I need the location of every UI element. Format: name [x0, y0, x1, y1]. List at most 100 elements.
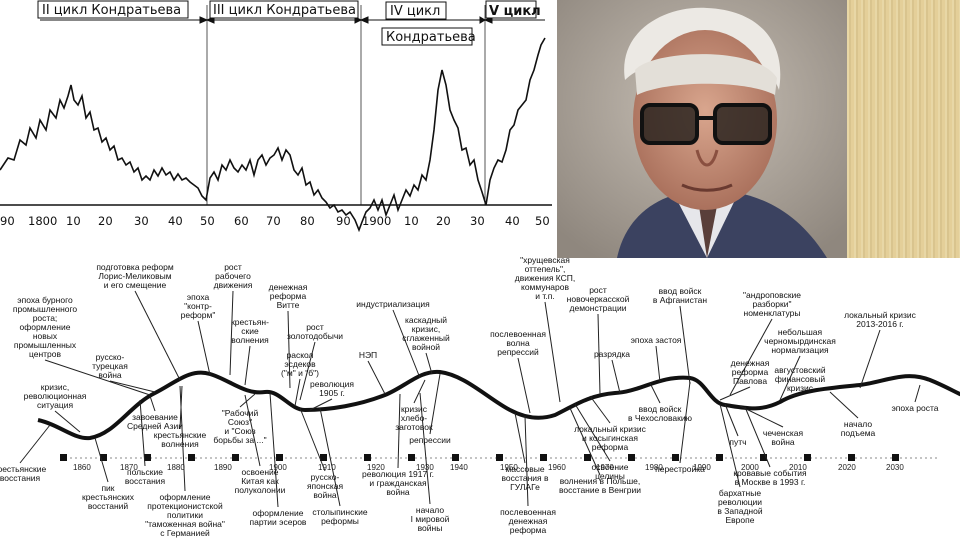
- event-arrow: [724, 403, 739, 437]
- event-label-line: каскадный: [405, 315, 447, 325]
- event-label-line: и т.п.: [535, 291, 554, 301]
- event-above-17: послевоенная волна репрессий: [490, 329, 546, 357]
- event-above-10: ввод войск в Афганистан: [653, 286, 707, 305]
- event-arrow: [19, 424, 51, 464]
- event-arrow: [649, 382, 661, 404]
- event-arrow: [611, 359, 621, 394]
- event-label-line: финансовый: [775, 374, 826, 384]
- event-label-line: польские: [127, 467, 163, 477]
- cycle-5-label: V цикл: [489, 4, 541, 19]
- event-above-16: каскадный кризис, сглаженный войной: [402, 315, 450, 352]
- event-label-line: Лорис-Меликовым: [98, 271, 171, 281]
- russian-history-cycles-diagram: 1860 1870 1880 1890 1900 1910 1920 1930 …: [0, 255, 960, 538]
- year-label: 1950: [500, 463, 518, 472]
- year-label: 1920: [367, 463, 385, 472]
- event-label-line: реформа: [270, 291, 307, 301]
- event-label-line: промышленных: [14, 340, 77, 350]
- event-label-line: реформы: [321, 516, 359, 526]
- event-below-25: перестройка: [655, 464, 705, 474]
- event-label-line: протекционистской: [147, 501, 223, 511]
- event-label-line: эпоха застоя: [631, 335, 682, 345]
- event-label-line: революция 1917 г.: [362, 469, 434, 479]
- event-label-line: ГУЛАГе: [510, 482, 540, 492]
- event-below-21: массовые восстания в ГУЛАГе: [501, 464, 549, 492]
- x-tick: 80: [300, 214, 315, 228]
- event-label-line: Павлова: [733, 376, 767, 386]
- event-label-line: НЭП: [359, 350, 377, 360]
- x-tick: 20: [436, 214, 451, 228]
- event-below-1: крестьянские волнения: [154, 430, 207, 449]
- event-label-line: японская: [307, 481, 344, 491]
- event-arrow: [109, 380, 156, 393]
- event-label-line: ("м" и "б"): [281, 368, 319, 378]
- year-label: 1900: [269, 463, 287, 472]
- event-arrow: [44, 359, 151, 396]
- event-arrow: [299, 407, 326, 472]
- event-label-line: волна: [506, 338, 530, 348]
- event-arrow: [514, 412, 526, 464]
- event-arrow: [574, 403, 611, 462]
- event-label-line: в Афганистан: [653, 295, 707, 305]
- event-label-line: рост: [224, 262, 242, 272]
- event-below-19: революция 1917 г. и гражданская война: [362, 469, 434, 497]
- event-below-3: кризис хлебо-заготовок: [395, 404, 433, 432]
- event-above-3: эпоха бурного промышленного роста; оформлен…: [13, 295, 78, 359]
- event-label-line: волнения в Польше,: [560, 476, 641, 486]
- event-label-line: крестьян-: [231, 317, 269, 327]
- event-arrow: [914, 384, 921, 403]
- event-label-line: промышленного: [13, 304, 78, 314]
- event-label-line: денежная: [509, 516, 548, 526]
- event-arrow: [54, 410, 81, 433]
- x-tick: 70: [266, 214, 281, 228]
- event-label-line: война: [386, 487, 410, 497]
- event-label-line: "андроповские: [743, 290, 801, 300]
- x-tick: 20: [98, 214, 113, 228]
- event-above-22: августовский финансовый кризис: [774, 365, 825, 393]
- event-label-line: Европе: [726, 515, 755, 525]
- event-label-line: 1905 г.: [319, 388, 345, 398]
- x-tick: 40: [168, 214, 183, 228]
- event-label-line: послевоенная: [490, 329, 546, 339]
- event-label-line: чеченская: [763, 428, 804, 438]
- event-above-21: денежная реформа Павлова: [731, 358, 770, 386]
- event-label-line: денежная: [731, 358, 770, 368]
- event-above-20: небольшая черномырдинская нормализация: [764, 327, 836, 355]
- event-label-line: "таможенная война": [145, 519, 225, 529]
- event-label-line: августовский: [774, 365, 825, 375]
- event-label-line: черномырдинская: [764, 336, 836, 346]
- event-label-line: I мировой: [411, 514, 450, 524]
- event-above-15: НЭП: [359, 350, 377, 360]
- event-below-18: столыпинские реформы: [312, 507, 367, 526]
- event-arrow: [197, 320, 211, 376]
- event-label-line: сглаженный: [402, 333, 450, 343]
- event-below-22: послевоенная денежная реформа: [500, 507, 556, 535]
- event-label-line: новочеркасской: [567, 294, 630, 304]
- event-arrow: [655, 345, 661, 383]
- event-label-line: кровавые события: [733, 468, 807, 478]
- event-above-1: рост рабочего движения: [214, 262, 253, 290]
- event-label-line: хлебо-: [401, 413, 427, 423]
- event-label-line: подъема: [841, 428, 876, 438]
- event-label-line: 2013-2016 г.: [856, 319, 903, 329]
- event-label-line: перестройка: [655, 464, 705, 474]
- event-label-line: войны: [418, 523, 443, 533]
- event-label-line: турецкая: [92, 361, 128, 371]
- event-above-24: революция 1905 г.: [310, 379, 354, 398]
- timeline-markers: [60, 454, 899, 461]
- event-label-line: эсдеков: [284, 359, 316, 369]
- event-label-line: крестьянские: [154, 430, 207, 440]
- event-label-line: начало: [844, 419, 872, 429]
- event-below-4: репрессии: [409, 435, 451, 445]
- event-label-line: "Рабочий: [222, 408, 259, 418]
- event-below-9: эпоха роста: [891, 403, 938, 413]
- event-label-line: волнения: [231, 335, 269, 345]
- event-label-line: восстаний: [88, 501, 129, 511]
- event-arrow: [179, 385, 186, 492]
- event-label-line: коммунаров: [521, 282, 569, 292]
- portrait-photo: [557, 0, 847, 258]
- event-label-line: репрессий: [497, 347, 539, 357]
- event-label-line: рост: [589, 285, 607, 295]
- cycle-separators: [0, 5, 552, 206]
- event-arrows: [19, 290, 921, 508]
- event-below-23: волнения в Польше, восстание в Венгрии: [559, 476, 641, 495]
